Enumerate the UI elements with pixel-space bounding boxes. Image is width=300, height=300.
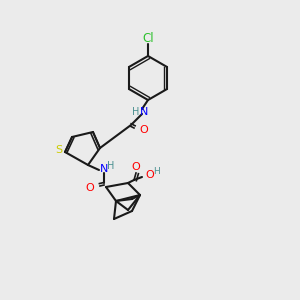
Text: H: H bbox=[132, 107, 140, 117]
Text: H: H bbox=[153, 167, 159, 176]
Text: O: O bbox=[85, 183, 94, 193]
Text: Cl: Cl bbox=[142, 32, 154, 44]
Text: O: O bbox=[132, 162, 140, 172]
Text: S: S bbox=[56, 145, 63, 155]
Text: O: O bbox=[146, 170, 154, 180]
Text: N: N bbox=[100, 164, 108, 174]
Text: O: O bbox=[140, 125, 148, 135]
Text: H: H bbox=[107, 161, 115, 171]
Text: N: N bbox=[140, 107, 148, 117]
